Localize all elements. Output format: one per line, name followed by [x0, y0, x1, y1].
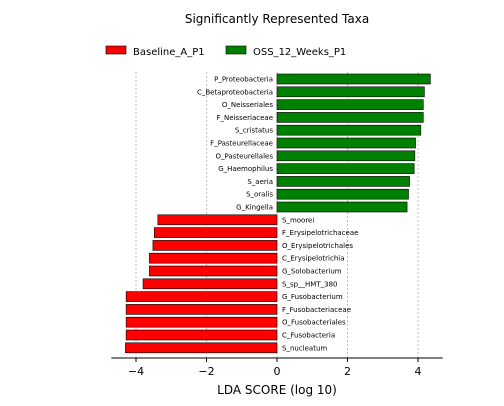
row-label-F_Pasteurellaceae: F_Pasteurellaceae [210, 140, 273, 148]
row-label-G_Solobacterium: G_Solobacterium [282, 268, 342, 276]
bar-G_Fusobacterium [125, 291, 278, 302]
bar-F_Erysipelotrichaceae [154, 227, 278, 238]
row-label-F_Fusobacteriaceae: F_Fusobacteriaceae [282, 306, 351, 314]
x-tick-label: −2 [198, 365, 214, 378]
bar-O_Fusobacteriales [125, 316, 278, 328]
bar-S_nucleatum [125, 342, 278, 354]
row-label-S_moorei: S_moorei [282, 216, 314, 224]
row-label-O_Neisseriales: O_Neisseriales [222, 101, 273, 109]
row-label-O_Fusobacteriales: O_Fusobacteriales [282, 319, 346, 327]
legend-swatch-2 [225, 45, 247, 55]
bar-C_Fusobacteria [125, 329, 278, 341]
bar-C_Erysipelotrichia [149, 252, 278, 264]
row-label-P_Proteobacteria: P_Proteobacteria [214, 76, 273, 84]
bar-P_Proteobacteria [276, 73, 431, 85]
x-tick-label: 0 [274, 365, 281, 378]
row-label-C_Fusobacteria: C_Fusobacteria [282, 332, 335, 340]
bars [125, 73, 431, 354]
x-tick-label: −4 [128, 365, 144, 378]
legend: Baseline_A_P1 OSS_12_Weeks_P1 [105, 45, 346, 58]
legend-entry-1: Baseline_A_P1 [133, 47, 205, 58]
bar-G_Solobacterium [149, 265, 278, 277]
x-ticks: −4 −2 0 2 4 [128, 358, 422, 378]
row-label-S_sp__HMT_380: S_sp__HMT_380 [282, 280, 337, 288]
bar-S_oralis [276, 188, 409, 200]
bar-S_aeria [276, 176, 410, 187]
row-label-O_Erysipelotrichales: O_Erysipelotrichales [282, 242, 353, 250]
bar-O_Pasteurellales [276, 150, 416, 162]
x-tick-label: 4 [415, 365, 422, 378]
row-label-F_Erysipelotrichaceae: F_Erysipelotrichaceae [282, 229, 358, 237]
bar-S_moorei [157, 214, 278, 226]
row-label-F_Neisseriaceae: F_Neisseriaceae [217, 114, 273, 122]
x-axis-label: LDA SCORE (log 10) [217, 383, 337, 397]
row-label-S_aeria: S_aeria [247, 178, 273, 186]
bar-F_Pasteurellaceae [276, 137, 416, 149]
legend-swatch-1 [105, 45, 127, 55]
bar-F_Neisseriaceae [276, 112, 424, 123]
x-tick-label: 2 [344, 365, 351, 378]
row-label-O_Pasteurellales: O_Pasteurellales [216, 152, 274, 160]
bar-O_Neisseriales [276, 99, 424, 110]
bar-S_cristatus [276, 124, 422, 136]
bar-C_Betaproteobacteria [276, 86, 425, 98]
row-labels: P_Proteobacteria C_Betaproteobacteria O_Ne… [197, 76, 359, 353]
row-label-S_nucleatum: S_nucleatum [282, 344, 327, 352]
bar-F_Fusobacteriaceae [125, 304, 278, 315]
row-label-G_Fusobacterium: G_Fusobacterium [282, 293, 343, 301]
row-label-G_Haemophilus: G_Haemophilus [218, 165, 273, 173]
row-label-G_Kingella: G_Kingella [236, 204, 273, 212]
row-label-C_Erysipelotrichia: C_Erysipelotrichia [282, 255, 345, 263]
bar-G_Haemophilus [276, 163, 415, 174]
row-label-C_Betaproteobacteria: C_Betaproteobacteria [197, 88, 273, 96]
bar-O_Erysipelotrichales [152, 240, 278, 251]
row-label-S_oralis: S_oralis [246, 191, 273, 199]
row-label-S_cristatus: S_cristatus [235, 127, 273, 135]
bar-G_Kingella [276, 201, 408, 213]
legend-entry-2: OSS_12_Weeks_P1 [253, 47, 346, 58]
bar-S_sp__HMT_380 [142, 278, 278, 290]
chart-title: Significantly Represented Taxa [185, 12, 369, 26]
